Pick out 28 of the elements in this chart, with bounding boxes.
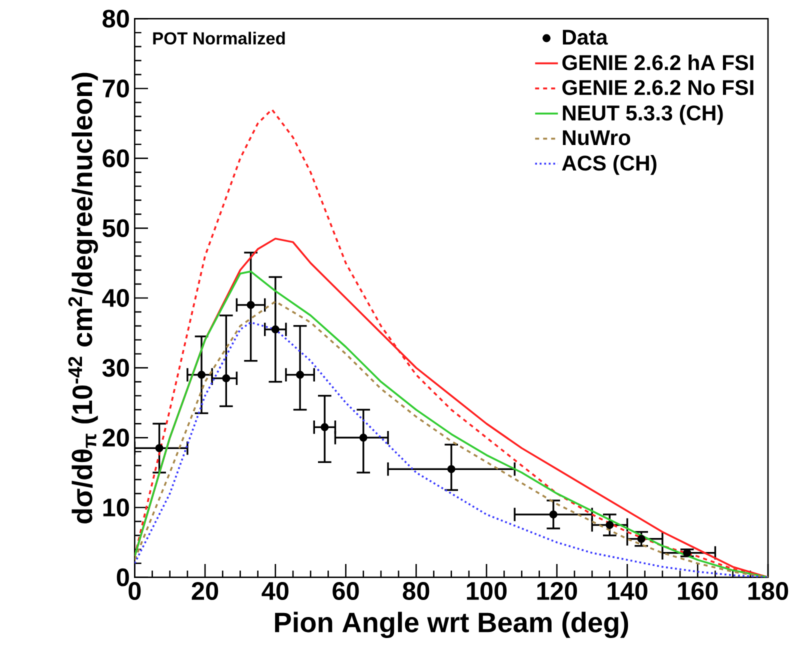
x-tick-label: 100 xyxy=(466,582,507,600)
x-tick-label: 140 xyxy=(608,582,648,600)
annotation: POT Normalized xyxy=(153,32,285,44)
x-tick-label: 40 xyxy=(262,582,288,600)
y-tick-label: 10 xyxy=(103,498,129,516)
legend-label: Data xyxy=(562,30,608,45)
legend-label: NuWro xyxy=(562,130,630,146)
y-tick-label: 70 xyxy=(102,80,129,98)
y-axis-title: dσ/dθ$_{π}$ (10$^{-42}$ cm$^{2}$/degree/nucleon) xyxy=(68,72,98,524)
x-tick-label: 80 xyxy=(402,582,430,600)
y-tick-label: 60 xyxy=(102,149,129,168)
legend-label: NEUT 5.3.3 (CH) xyxy=(562,104,723,125)
y-tick-label: 0 xyxy=(116,568,129,586)
legend-label: ACS (CH) xyxy=(562,155,656,175)
x-tick-label: 180 xyxy=(748,582,788,600)
x-tick-label: 20 xyxy=(192,582,218,600)
legend-label: GENIE 2.6.2 No FSI xyxy=(562,80,754,96)
legend-label: GENIE 2.6.2 hA FSI xyxy=(562,54,754,70)
x-tick-label: 60 xyxy=(332,582,359,600)
y-tick-label: 40 xyxy=(102,289,129,307)
x-tick-label: 0 xyxy=(128,582,141,600)
x-axis-title: Pion Angle wrt Beam (deg) xyxy=(275,612,628,638)
y-tick-label: 20 xyxy=(102,428,129,447)
y-tick-label: 30 xyxy=(102,358,129,377)
x-tick-label: 160 xyxy=(678,582,718,600)
y-tick-label: 80 xyxy=(102,10,129,28)
y-tick-label: 50 xyxy=(102,219,129,238)
x-tick-label: 120 xyxy=(537,582,577,600)
